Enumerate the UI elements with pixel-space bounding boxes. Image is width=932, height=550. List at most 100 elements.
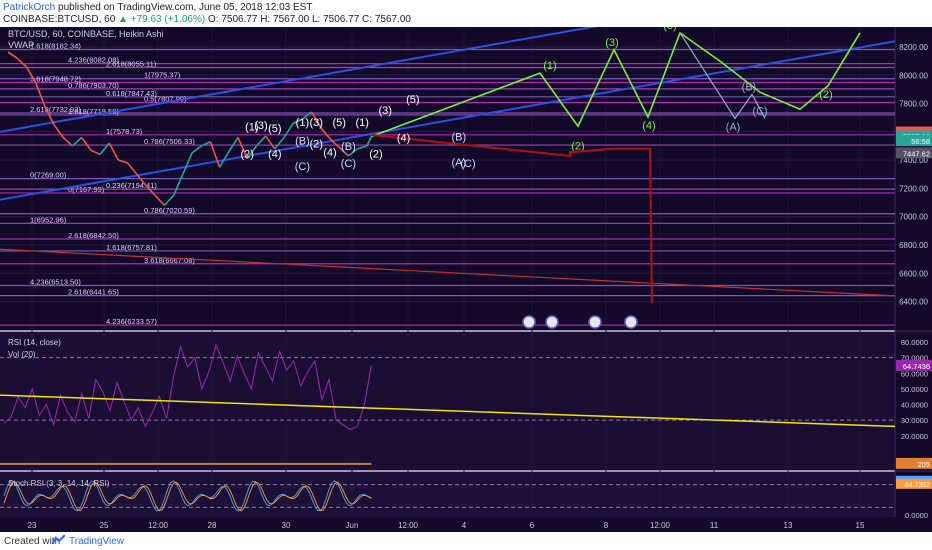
fib-label: 2.618(6842.50) (68, 231, 119, 240)
fib-label: 2.618(8055.11) (106, 59, 157, 68)
price-tick: 6800.00 (899, 241, 928, 250)
author-link[interactable]: PatrickOrch (3, 2, 56, 13)
stoch-series: 80.00000.000090.613084.7352 (0, 475, 932, 520)
time-tick: 30 (282, 521, 291, 530)
price-segment (145, 185, 156, 197)
time-tick: 13 (784, 521, 793, 530)
projection-label: (C) (752, 105, 767, 117)
time-tick: 4 (462, 521, 467, 530)
rsi-tick: 80.0000 (901, 338, 928, 347)
support-line (0, 248, 896, 297)
price-segment (118, 159, 128, 164)
price-tick: 7000.00 (899, 213, 928, 222)
wave-label: (1) (355, 117, 368, 129)
price-segment (182, 152, 193, 175)
wave-label: (2) (240, 148, 253, 160)
price-tick: 7800.00 (899, 100, 928, 109)
price-segment (191, 145, 202, 154)
price-segment (274, 136, 285, 150)
price-segment (126, 162, 138, 175)
price-tick: 7200.00 (899, 184, 928, 193)
tradingview-logo-icon (52, 535, 65, 544)
price-segment (255, 135, 267, 147)
rsi-pane[interactable] (0, 332, 895, 470)
stoch-pane[interactable] (0, 472, 895, 517)
fib-label: 0(7269.00) (30, 171, 67, 180)
wave-label: (3) (254, 120, 267, 132)
tradingview-link[interactable]: TradingView (69, 536, 125, 547)
wave-label: (B) (295, 136, 310, 148)
price-segment (357, 145, 368, 150)
fib-label: 3.618(7948.72) (30, 75, 81, 84)
high-label: H: 7567.00 (260, 14, 310, 25)
time-tick: Jun (346, 521, 359, 530)
price-segment (218, 151, 230, 168)
price-channel (0, 0, 896, 297)
wave-label: (3) (378, 105, 391, 117)
price-segment (71, 136, 83, 147)
chart-svg[interactable]: 1.618(8182.34) 4.236(8082.08)2.618(8055.1… (0, 0, 932, 532)
fib-label: 0.5(7807.90) (144, 94, 187, 103)
event-marker-icon (588, 315, 602, 329)
price-scale[interactable] (895, 27, 932, 517)
price-tick: 7400.00 (899, 156, 928, 165)
time-axis: 23 25 12:00 28 30 Jun 12:00 4 6 8 12:00 11 13 15 (28, 521, 865, 530)
price-segment (172, 173, 184, 196)
wave-label: (2) (309, 138, 322, 150)
price-segment (80, 137, 92, 151)
vol-legend[interactable]: Vol (20) (8, 350, 36, 359)
price-segment (108, 142, 120, 161)
fib-label: 4.236(6233.57) (106, 317, 157, 326)
low-label: L: 7506.77 (312, 14, 360, 25)
price-segment (283, 122, 294, 138)
wave-label: (3) (309, 117, 322, 129)
fib-label: 1.618(6757.81) (106, 243, 157, 252)
open-label: O: 7506.77 (208, 14, 258, 25)
wave-label: (1) (245, 121, 258, 133)
price-segment (237, 137, 248, 160)
main-legend[interactable]: BTC/USD, 60, COINBASE, Heikin Ashi (8, 29, 164, 39)
price-segment (320, 127, 331, 140)
price-segment (99, 142, 110, 155)
red-projection (371, 133, 653, 303)
event-markers[interactable] (522, 315, 638, 329)
wave-label: (C) (341, 158, 356, 170)
channel-upper (0, 0, 751, 133)
time-tick: 15 (856, 521, 865, 530)
price-segment (301, 111, 313, 120)
wave-label: (C) (460, 158, 475, 170)
fib-label: 0.786(7506.33) (144, 137, 195, 146)
projection-label: (3) (605, 37, 618, 49)
wave-label: (4) (323, 147, 336, 159)
time-tick: 12:00 (398, 521, 419, 530)
price-segment (209, 141, 221, 168)
price-segment (228, 137, 239, 153)
fib-label: 0.786(7020.59) (144, 206, 195, 215)
time-tick: 12:00 (650, 521, 671, 530)
rsi-legend[interactable]: RSI (14, close) (8, 338, 61, 347)
projection-label: (4) (642, 120, 655, 132)
stoch-last-tag (896, 478, 932, 489)
rsi-line (3, 343, 372, 431)
rsi-tick: 20.0000 (901, 432, 928, 441)
price-segment (90, 149, 101, 156)
price-segment (62, 136, 73, 147)
chart-area[interactable]: 1.618(8182.34) 4.236(8082.08) 2.618(8055.1… (0, 0, 932, 532)
stoch-legend[interactable]: Stoch RSI (3, 3, 14, 14, RSI) (8, 479, 110, 488)
price-segment (264, 135, 276, 150)
price-series (7, 51, 373, 206)
fib-label: 0.786(7903.70) (68, 81, 119, 90)
time-scale[interactable] (0, 517, 932, 532)
price-segment (163, 194, 175, 206)
red-path-line (371, 133, 653, 303)
price-segment (154, 194, 165, 206)
time-tick: 12:00 (148, 521, 169, 530)
price-tick: 6600.00 (899, 269, 928, 278)
rsi-trendline (0, 394, 896, 428)
vol-last-value: 205 (917, 460, 930, 469)
price-segment (7, 51, 18, 59)
stoch-tick: 0.0000 (905, 511, 928, 520)
vwap-legend[interactable]: VWAP (8, 40, 34, 50)
wave-label: (B) (341, 141, 356, 153)
price-axis: 8200.008000.007800.007600.007400.007200.… (896, 43, 932, 307)
